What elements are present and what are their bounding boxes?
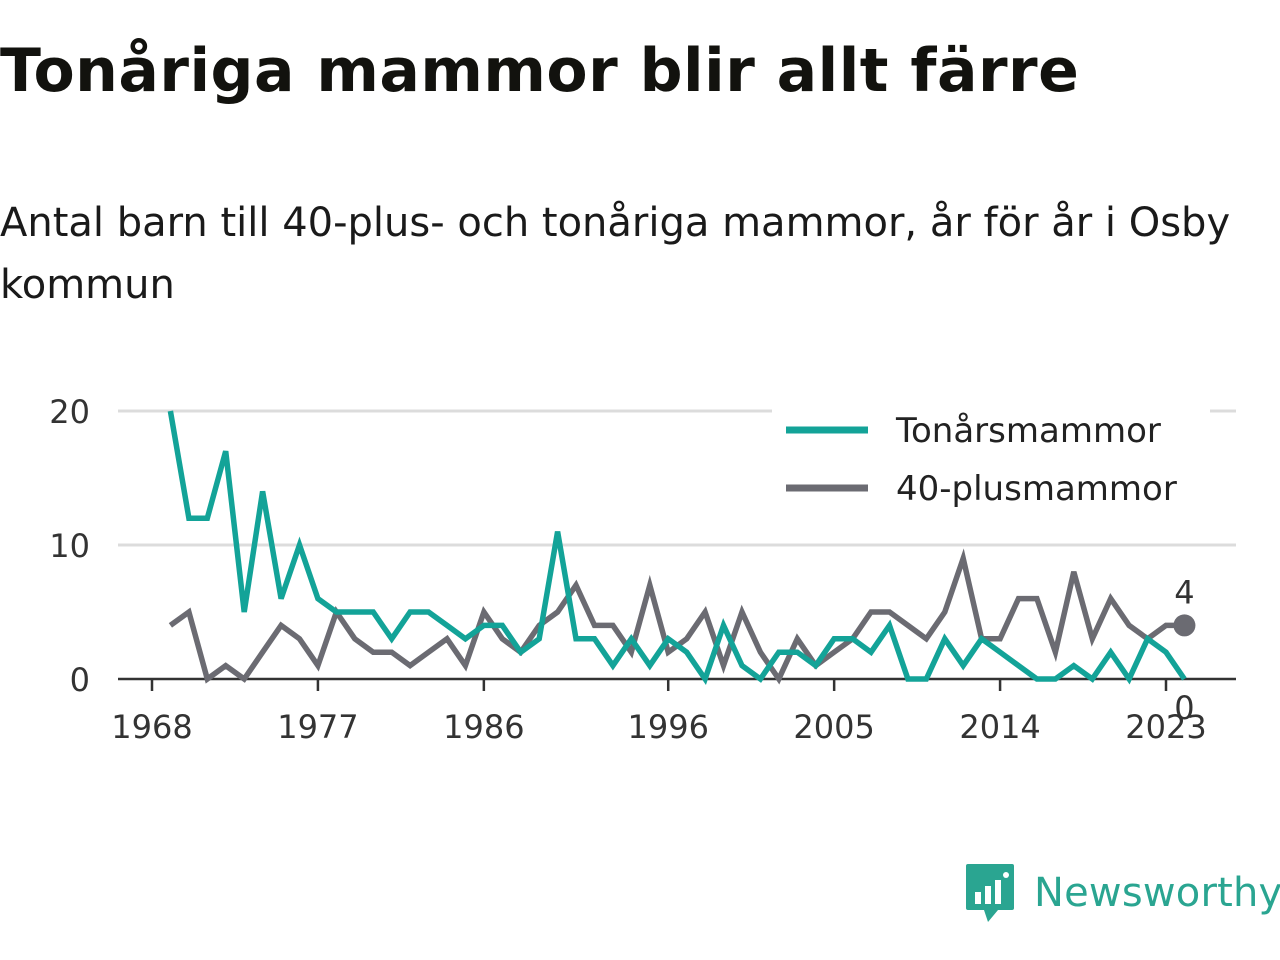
series-lines	[167, 410, 1187, 686]
line-chart: 0 10 20 1968 1977 1986 1996 2005 2014 2023 Tonårs…	[49, 393, 1236, 746]
legend-label: 40-plusmammor	[896, 469, 1177, 509]
chart-subtitle: Antal barn till 40-plus- och tonåriga ma…	[0, 200, 1231, 308]
brand-name: Newsworthy	[1034, 870, 1280, 916]
legend-background	[772, 405, 1210, 520]
end-labels: 40	[1173, 573, 1196, 727]
series-line-tonarsmammor	[167, 410, 1187, 686]
x-tick-label: 1996	[627, 708, 708, 746]
end-point-marker	[1173, 614, 1196, 637]
x-tick-label: 1986	[443, 708, 524, 746]
series-line-40-plusmammor	[168, 548, 1185, 685]
x-tick-label: 2023	[1125, 708, 1206, 746]
legend-label: Tonårsmammor	[895, 411, 1161, 451]
axes: 0 10 20 1968 1977 1986 1996 2005 2014 2023	[49, 393, 1236, 746]
end-value-label-40-plus: 4	[1174, 573, 1194, 611]
newsworthy-brand: Newsworthy	[964, 862, 1280, 924]
y-tick-label: 0	[70, 661, 90, 699]
x-tick-label: 2014	[959, 708, 1040, 746]
x-tick-label: 1968	[111, 708, 192, 746]
end-value-label-tonar: 0	[1174, 689, 1194, 727]
x-tick-label: 1977	[277, 708, 358, 746]
legend: Tonårsmammor 40-plusmammor	[772, 405, 1210, 520]
chart-title: Tonåriga mammor blir allt färre	[0, 36, 1080, 106]
bar-chart-speech-bubble-icon	[966, 864, 1014, 922]
x-tick-label: 2005	[793, 708, 874, 746]
y-tick-label: 20	[49, 393, 90, 431]
y-tick-label: 10	[49, 527, 90, 565]
